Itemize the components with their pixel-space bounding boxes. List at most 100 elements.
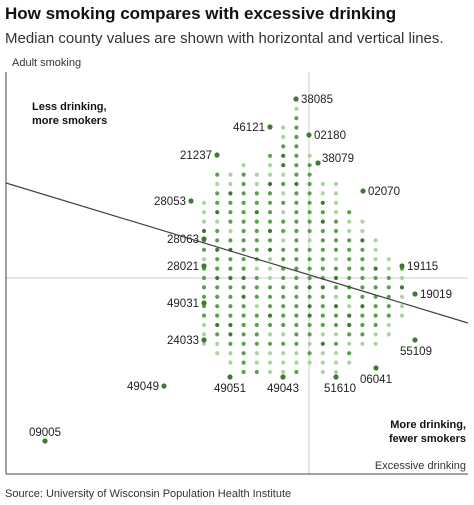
scatter-dot [228, 332, 233, 337]
scatter-dot [254, 238, 259, 243]
scatter-dot [281, 360, 286, 365]
scatter-dot [228, 228, 233, 234]
scatter-dot [201, 332, 207, 337]
scatter-dot [294, 163, 299, 168]
scatter-dot [373, 341, 378, 346]
labeled-points: 38085 46121 02180 21237 38079 02070 28053 28063… [29, 94, 452, 444]
scatter-dot [228, 266, 233, 271]
scatter-dot [254, 332, 259, 337]
scatter-dot [399, 304, 405, 309]
scatter-dot [347, 210, 352, 215]
point-49049 [161, 383, 167, 389]
scatter-dot [241, 172, 246, 177]
scatter-dot [215, 219, 220, 224]
scatter-dot [267, 153, 273, 158]
scatter-dot [307, 285, 312, 290]
scatter-dot [307, 172, 312, 177]
scatter-dot [386, 313, 391, 318]
scatter-dot [333, 332, 339, 337]
scatter-dot [347, 247, 352, 252]
scatter-dot [267, 360, 273, 365]
scatter-dot [241, 351, 246, 356]
scatter-dot [241, 210, 246, 215]
scatter-dot [307, 332, 312, 337]
scatter-dot [399, 275, 405, 281]
scatter-dot [215, 341, 220, 346]
scatter-dot [320, 351, 325, 356]
point-21237 [214, 152, 220, 158]
scatter-dot [228, 219, 233, 224]
scatter-dot [215, 285, 220, 290]
scatter-dot [241, 294, 246, 299]
scatter-dot [347, 275, 352, 281]
scatter-dot [294, 125, 299, 130]
scatter-dot [294, 238, 299, 243]
scatter-dot [254, 172, 259, 177]
scatter-dot [281, 144, 286, 149]
scatter-dot [373, 247, 378, 252]
point-28021 [201, 263, 207, 269]
scatter-dot [241, 285, 246, 290]
scatter-dot [254, 313, 259, 318]
scatter-dot [360, 304, 365, 309]
scatter-dot [360, 257, 365, 262]
scatter-dot [228, 304, 233, 309]
scatter-dot [267, 313, 273, 318]
source-note: Source: University of Wisconsin Populati… [5, 488, 292, 500]
scatter-dot [267, 238, 273, 243]
point-label-21237: 21237 [180, 150, 212, 162]
scatter-dot [373, 266, 378, 271]
point-label-28053: 28053 [154, 196, 186, 208]
scatter-dot [281, 153, 286, 158]
scatter-dot [241, 228, 246, 234]
scatter-dot [254, 181, 259, 187]
scatter-dot [228, 341, 233, 346]
scatter-dot [267, 172, 273, 177]
scatter-dot [307, 313, 312, 318]
scatter-dot [241, 369, 246, 375]
scatter-dot [267, 294, 273, 299]
point-label-38085: 38085 [301, 94, 333, 106]
point-49043 [280, 374, 286, 380]
scatter-dot [241, 163, 246, 168]
scatter-dot [254, 294, 259, 299]
scatter-dot [228, 313, 233, 318]
scatter-dot [215, 351, 220, 356]
scatter-dot [294, 200, 299, 205]
scatter-dot [320, 341, 325, 346]
scatter-dot [201, 275, 207, 281]
scatter-dot [360, 341, 365, 346]
scatter-dot [386, 304, 391, 309]
scatter-dot [360, 322, 365, 328]
scatter-dot [228, 275, 233, 281]
scatter-dot [373, 304, 378, 309]
scatter-dot [267, 228, 273, 234]
scatter-dot [307, 266, 312, 271]
scatter-dot [281, 238, 286, 243]
scatter-dot [281, 341, 286, 346]
point-label-19115: 19115 [407, 261, 438, 273]
scatter-dot [294, 219, 299, 224]
scatter-dot [241, 181, 246, 187]
scatter-dot [254, 219, 259, 224]
scatter-dot [228, 181, 233, 187]
scatter-dot [267, 266, 273, 271]
scatter-dot [201, 294, 207, 299]
scatter-dot [228, 257, 233, 262]
scatter-dot [307, 247, 312, 252]
scatter-dot [294, 247, 299, 252]
scatter-dot [215, 200, 220, 205]
scatter-dot [281, 369, 286, 375]
scatter-dot [294, 285, 299, 290]
scatter-dot [320, 228, 325, 234]
scatter-dot [333, 191, 339, 196]
scatter-dot [386, 294, 391, 299]
scatter-dot [333, 304, 339, 309]
point-label-51610: 51610 [324, 383, 356, 395]
scatter-dot [347, 332, 352, 337]
scatter-dot [320, 360, 325, 365]
scatter-dot [215, 228, 220, 234]
scatter-dot [215, 275, 220, 281]
point-label-02070: 02070 [368, 186, 400, 198]
scatter-dot [281, 304, 286, 309]
